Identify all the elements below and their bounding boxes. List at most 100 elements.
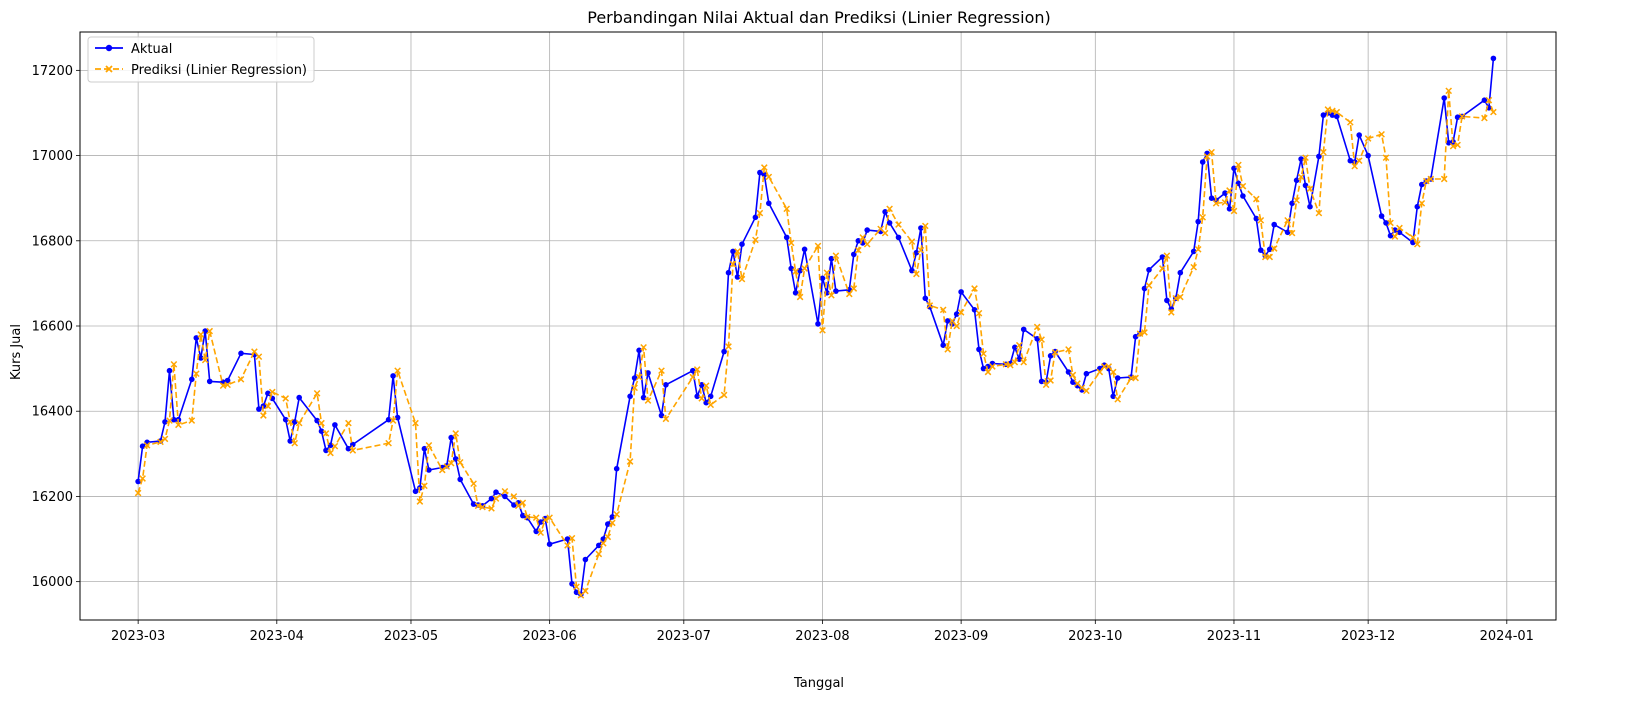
data-point-aktual [922,295,929,302]
x-tick-label: 2023-06 [522,629,576,644]
data-point-prediksi [537,529,545,537]
data-point-prediksi [1418,199,1426,207]
data-point-aktual [1302,182,1309,189]
data-point-prediksi [1440,175,1448,183]
data-point-prediksi [268,388,276,396]
data-point-prediksi [631,384,638,392]
data-point-aktual [976,346,982,353]
data-point-aktual [412,488,419,495]
data-point-prediksi [1297,173,1305,181]
series-line-prediksi [137,90,1495,597]
data-point-aktual [739,241,745,247]
data-point-prediksi [564,542,571,549]
data-point-prediksi [1141,329,1148,336]
data-point-aktual [725,269,732,276]
data-point-aktual [537,519,544,525]
x-tick-label: 2023-10 [1068,629,1122,644]
data-point-prediksi [1333,108,1341,116]
data-point-aktual [944,318,951,324]
data-point-aktual [851,251,857,258]
data-point-prediksi [693,366,701,373]
data-point-prediksi [845,290,853,298]
data-point-prediksi [394,367,401,375]
data-point-aktual [1164,297,1170,304]
data-point-prediksi [1315,209,1323,217]
data-point-prediksi [166,417,173,424]
data-point-prediksi [447,459,455,467]
data-point-prediksi [416,498,424,505]
data-point-aktual [546,541,553,547]
data-point-prediksi [707,401,715,409]
data-point-prediksi [1109,368,1117,376]
x-tick-label: 2023-11 [1207,629,1261,644]
data-point-prediksi [595,550,603,558]
data-point-prediksi [1132,374,1139,382]
data-point-prediksi [1413,240,1421,248]
data-point-prediksi [1239,182,1247,190]
data-point-prediksi [1078,384,1086,392]
data-point-prediksi [1252,195,1260,203]
data-point-aktual [1132,333,1139,340]
data-point-aktual [1253,215,1260,222]
data-point-prediksi [139,475,146,482]
data-point-prediksi [1288,229,1296,237]
data-point-prediksi [1212,199,1220,207]
data-point-aktual [421,445,428,452]
data-point-prediksi [823,269,831,277]
y-tick-label: 16400 [32,405,73,420]
data-point-prediksi [452,430,460,437]
data-point-prediksi [760,164,768,171]
data-point-prediksi [1194,245,1202,253]
data-point-aktual [1226,206,1233,212]
data-point-prediksi [948,317,956,325]
data-point-aktual [332,422,338,428]
data-point-prediksi [640,343,647,351]
data-point-prediksi [157,438,164,446]
data-point-prediksi [1083,387,1090,395]
data-point-prediksi [1427,175,1435,183]
data-point-prediksi [582,587,589,595]
data-point-prediksi [787,239,795,247]
data-point-aktual [1016,356,1023,363]
data-point-prediksi [1038,336,1045,343]
data-point-prediksi [1490,108,1497,116]
series-prediksi [134,87,1497,599]
data-point-prediksi [206,327,214,335]
data-point-prediksi [939,306,947,314]
data-point-prediksi [658,367,665,375]
data-point-aktual [1293,177,1300,184]
data-point-aktual [1334,113,1340,120]
y-axis-label: Kurs Jual [9,324,24,380]
data-point-prediksi [389,417,397,424]
data-point-prediksi [201,356,209,364]
data-point-prediksi [1257,216,1265,224]
data-point-prediksi [783,205,791,213]
data-point-prediksi [814,242,822,250]
data-point-aktual [1159,254,1166,260]
data-point-prediksi [479,503,486,511]
data-point-aktual [980,365,987,372]
data-point-prediksi [412,419,419,427]
data-point-aktual [1101,362,1108,369]
data-point-aktual [609,514,616,520]
data-point-aktual [1190,248,1197,255]
data-point-aktual [690,367,696,374]
data-point-aktual [1020,326,1027,333]
data-point-prediksi [1199,213,1207,221]
data-point-aktual [1298,156,1304,162]
data-point-aktual [1289,200,1295,207]
y-tick-label: 16600 [32,320,73,335]
legend-label-aktual: Aktual [131,42,172,57]
data-point-aktual [1114,375,1121,381]
data-point-prediksi [1449,142,1457,150]
data-point-aktual [752,214,759,221]
y-tick-label: 17000 [32,149,73,164]
data-point-prediksi [237,375,245,383]
data-point-aktual [198,355,204,361]
data-point-prediksi [734,248,741,255]
data-point-prediksi [975,309,983,317]
y-tick-label: 16000 [32,575,73,590]
y-tick-label: 17200 [32,64,73,79]
data-point-aktual [663,382,669,388]
